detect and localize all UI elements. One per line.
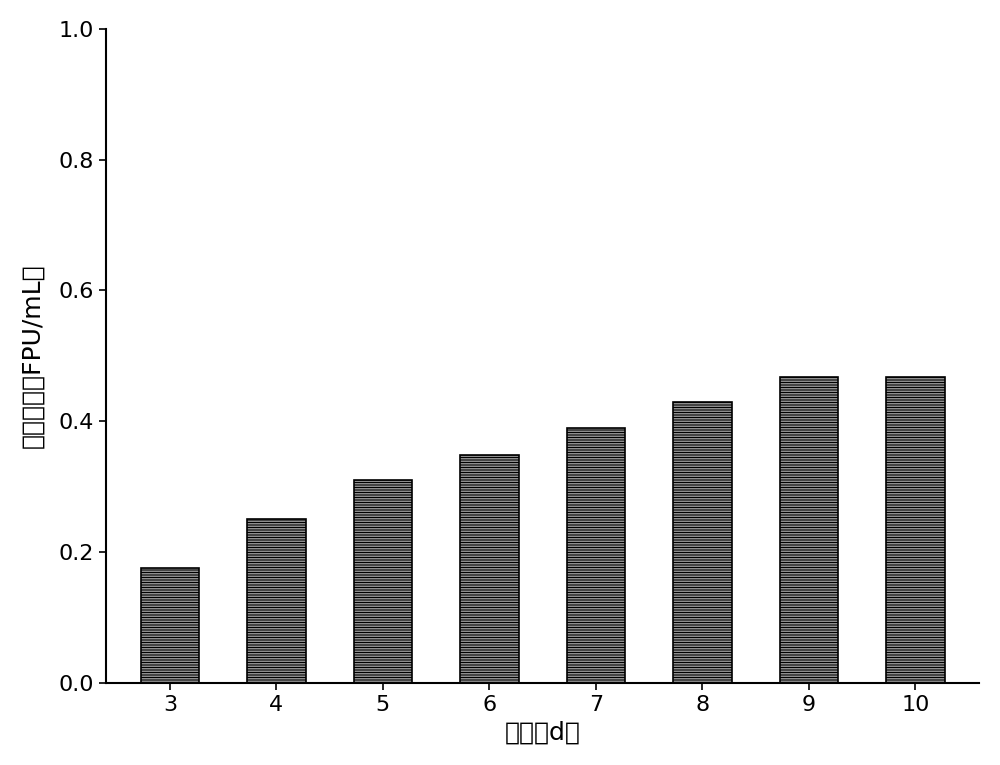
- Bar: [460, 455, 519, 683]
- Bar: [141, 568, 199, 683]
- Bar: [886, 376, 945, 683]
- Y-axis label: 滤纸酶活（FPU/mL）: 滤纸酶活（FPU/mL）: [21, 263, 45, 448]
- Bar: [354, 480, 412, 683]
- Bar: [673, 402, 732, 683]
- Bar: [567, 428, 625, 683]
- Bar: [780, 376, 838, 683]
- Bar: [247, 519, 306, 683]
- X-axis label: 时间（d）: 时间（d）: [505, 720, 581, 744]
